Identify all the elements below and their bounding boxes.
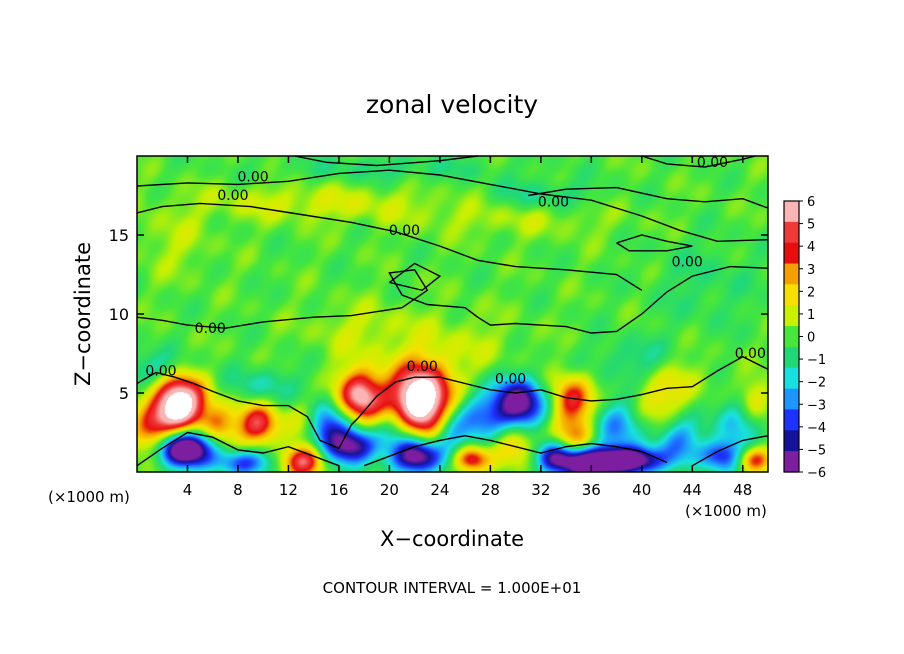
x-axis-label: X−coordinate — [380, 527, 524, 551]
x-tick-label: 36 — [582, 481, 601, 499]
colorbar-swatch — [784, 201, 799, 223]
contour-label: 0.00 — [389, 223, 420, 239]
colorbar-label: 4 — [807, 240, 815, 255]
x-tick-label: 8 — [233, 481, 243, 499]
colorbar-label: 0 — [807, 331, 815, 346]
contour-label: 0.00 — [238, 169, 269, 185]
contour-line — [691, 435, 769, 467]
contour-label: 0.00 — [407, 359, 438, 375]
contour-line — [136, 431, 340, 467]
colorbar-swatch — [784, 346, 799, 369]
y-tick-label: 15 — [109, 226, 129, 245]
colorbar-label: 3 — [807, 263, 815, 278]
contour-line — [294, 155, 478, 167]
colorbar-swatch — [784, 263, 799, 285]
colorbar-label: −3 — [807, 398, 826, 413]
colorbar-swatch — [784, 430, 799, 452]
contour-line — [136, 169, 769, 243]
x-tick-label: 44 — [683, 481, 702, 499]
colorbar-swatch — [784, 388, 799, 411]
plot-area: 0.00 0.00 0.00 0.00 0.00 0.00 0.00 0.00 0.00 0.00… — [136, 155, 769, 473]
x-axis-unit-right: (×1000 m) — [685, 502, 767, 520]
x-tick-label: 4 — [183, 481, 193, 499]
y-tick-label: 10 — [109, 305, 129, 324]
colorbar-label: −2 — [807, 376, 826, 391]
x-tick-label: 28 — [481, 481, 500, 499]
colorbar-label: 6 — [807, 195, 815, 210]
colorbar-swatch — [784, 305, 799, 327]
x-tick-label: 32 — [531, 481, 550, 499]
x-tick-label: 40 — [632, 481, 651, 499]
contour-label: 0.00 — [697, 155, 728, 171]
x-tick-label: 12 — [279, 481, 298, 499]
contour-label: 0.00 — [195, 321, 226, 337]
contour-line — [136, 265, 769, 334]
contour-labels: 0.00 0.00 0.00 0.00 0.00 0.00 0.00 0.00 0.00 0.00… — [145, 155, 765, 387]
colorbar-swatch — [784, 326, 799, 348]
y-axis: 5 10 15 — [109, 226, 768, 403]
colorbar-label: −6 — [807, 466, 826, 481]
y-tick-label: 5 — [119, 384, 129, 403]
contour-line — [363, 434, 668, 467]
x-tick-label: 24 — [430, 481, 449, 499]
colorbar-label: −4 — [807, 421, 826, 436]
contour-line — [388, 262, 442, 292]
contour-line — [136, 355, 769, 450]
contour-label: 0.00 — [145, 364, 176, 380]
colorbar-label: 2 — [807, 285, 815, 300]
contour-line — [641, 155, 756, 168]
colorbar-label: −5 — [807, 443, 826, 458]
x-tick-label: 20 — [380, 481, 399, 499]
colorbar-swatch — [784, 409, 799, 431]
y-axis-label: Z−coordinate — [71, 242, 95, 386]
contour-line — [616, 234, 693, 252]
colorbar: 6 5 4 3 2 1 0 −1 −2 −3 −4 −5 −6 — [783, 195, 826, 481]
colorbar-swatch — [784, 367, 799, 390]
colorbar-swatch — [784, 221, 799, 244]
colorbar-swatch — [784, 284, 799, 306]
contour-interval-note: CONTOUR INTERVAL = 1.000E+01 — [323, 579, 582, 597]
colorbar-label: 1 — [807, 308, 815, 323]
colorbar-swatch — [784, 451, 799, 473]
colorbar-label: 5 — [807, 218, 815, 233]
contour-label: 0.00 — [495, 372, 526, 388]
colorbar-label: −1 — [807, 353, 826, 368]
contour-line — [136, 202, 643, 291]
x-tick-label: 16 — [329, 481, 348, 499]
x-axis: 4 8 12 16 20 24 28 32 36 40 44 48 — [183, 156, 752, 499]
colorbar-swatch — [784, 242, 799, 265]
x-tick-label: 48 — [733, 481, 752, 499]
contour-label: 0.00 — [735, 346, 766, 362]
contour-line — [528, 186, 769, 209]
contour-label: 0.00 — [538, 195, 569, 211]
contour-lines — [136, 155, 769, 467]
chart-title: zonal velocity — [366, 90, 538, 119]
velocity-field — [137, 156, 768, 472]
contour-label: 0.00 — [217, 188, 248, 204]
x-axis-unit-left: (×1000 m) — [48, 488, 130, 506]
contour-label: 0.00 — [672, 255, 703, 271]
